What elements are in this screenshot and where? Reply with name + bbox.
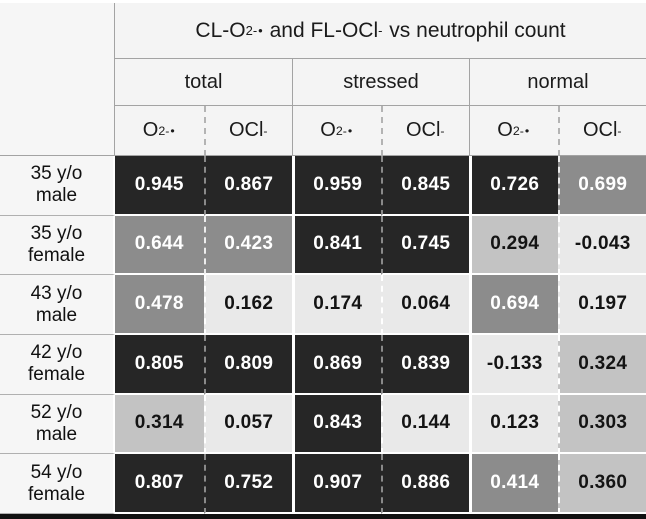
value-cell: 0.360 bbox=[557, 454, 646, 514]
row-label: 52 y/o male bbox=[0, 394, 115, 455]
row-label-line: male bbox=[35, 304, 78, 326]
value-cell: 0.807 bbox=[115, 454, 204, 514]
metric-base: O bbox=[142, 119, 159, 141]
value-cell: 0.294 bbox=[469, 215, 558, 276]
col-header-o2-total: O 2 -• bbox=[115, 106, 204, 156]
title-superscript: -• bbox=[252, 23, 264, 38]
title-segment: CL-O bbox=[195, 18, 246, 42]
row-label: 35 y/o male bbox=[0, 156, 115, 216]
corner-cell bbox=[0, 3, 115, 156]
value-cell: 0.845 bbox=[380, 156, 469, 216]
row-label-line: 52 y/o bbox=[30, 401, 83, 423]
metric-superscript: - bbox=[617, 123, 623, 138]
value-cell: 0.886 bbox=[380, 454, 469, 514]
col-header-o2-stressed: O 2 -• bbox=[292, 106, 381, 156]
value-cell: 0.809 bbox=[203, 335, 292, 395]
metric-base: OCl bbox=[228, 119, 264, 141]
title-segment: and FL-OCl bbox=[263, 18, 379, 42]
value-cell: 0.314 bbox=[115, 394, 204, 455]
row-label-line: 42 y/o bbox=[30, 342, 83, 364]
value-cell: 0.745 bbox=[380, 215, 469, 276]
value-cell: 0.324 bbox=[557, 335, 646, 395]
row-label-line: female bbox=[27, 483, 86, 505]
col-header-ocl-normal: OCl - bbox=[557, 106, 646, 156]
metric-base: O bbox=[497, 119, 513, 141]
metric-base: OCl bbox=[405, 119, 441, 141]
row-label-line: 35 y/o bbox=[30, 222, 83, 244]
table-grid: CL-O 2 -• and FL-OCl - vs neutrophil count … bbox=[0, 3, 646, 514]
value-cell: 0.423 bbox=[203, 215, 292, 276]
value-cell: 0.907 bbox=[292, 454, 381, 514]
col-header-o2-normal: O 2 -• bbox=[469, 106, 558, 156]
title-superscript: - bbox=[378, 23, 384, 38]
row-label-line: 43 y/o bbox=[30, 282, 83, 304]
metric-superscript: -• bbox=[342, 123, 354, 138]
col-header-ocl-stressed: OCl - bbox=[380, 106, 469, 156]
metric-superscript: - bbox=[440, 123, 446, 138]
group-header-stressed: stressed bbox=[292, 59, 469, 106]
metric-base: O bbox=[320, 119, 336, 141]
value-cell: 0.303 bbox=[557, 394, 646, 455]
metric-superscript: -• bbox=[165, 123, 176, 138]
value-cell: 0.959 bbox=[292, 156, 381, 216]
col-header-ocl-total: OCl - bbox=[203, 106, 292, 156]
title-subscript: 2 bbox=[245, 23, 253, 38]
metric-base: OCl bbox=[582, 119, 618, 141]
value-cell: 0.057 bbox=[203, 394, 292, 455]
value-cell: 0.869 bbox=[292, 335, 381, 395]
value-cell: 0.144 bbox=[380, 394, 469, 455]
figure-title: CL-O 2 -• and FL-OCl - vs neutrophil count bbox=[115, 3, 646, 59]
row-label-line: female bbox=[27, 244, 86, 266]
value-cell: -0.133 bbox=[469, 335, 558, 395]
value-cell: 0.123 bbox=[469, 394, 558, 455]
value-cell: 0.644 bbox=[115, 215, 204, 276]
value-cell: 0.752 bbox=[203, 454, 292, 514]
metric-superscript: -• bbox=[519, 123, 531, 138]
value-cell: 0.841 bbox=[292, 215, 381, 276]
value-cell: 0.162 bbox=[203, 275, 292, 335]
value-cell: 0.867 bbox=[203, 156, 292, 216]
value-cell: -0.043 bbox=[557, 215, 646, 276]
row-label-line: 54 y/o bbox=[30, 461, 83, 483]
value-cell: 0.839 bbox=[380, 335, 469, 395]
value-cell: 0.945 bbox=[115, 156, 204, 216]
value-cell: 0.694 bbox=[469, 275, 558, 335]
table-bottom-border bbox=[0, 514, 646, 519]
row-label-line: male bbox=[35, 423, 78, 445]
group-header-total: total bbox=[115, 59, 292, 106]
row-label-line: male bbox=[35, 185, 78, 207]
row-label: 54 y/o female bbox=[0, 454, 115, 514]
row-label: 35 y/o female bbox=[0, 215, 115, 276]
value-cell: 0.699 bbox=[557, 156, 646, 216]
title-segment: vs neutrophil count bbox=[383, 18, 566, 42]
metric-superscript: - bbox=[263, 123, 269, 138]
metric-subscript: 2 bbox=[335, 123, 343, 138]
value-cell: 0.064 bbox=[380, 275, 469, 335]
value-cell: 0.478 bbox=[115, 275, 204, 335]
group-header-normal: normal bbox=[469, 59, 646, 106]
metric-subscript: 2 bbox=[512, 123, 520, 138]
row-label: 42 y/o female bbox=[0, 335, 115, 395]
row-label: 43 y/o male bbox=[0, 275, 115, 335]
value-cell: 0.174 bbox=[292, 275, 381, 335]
row-label-line: female bbox=[27, 364, 86, 386]
metric-subscript: 2 bbox=[158, 123, 166, 138]
value-cell: 0.805 bbox=[115, 335, 204, 395]
row-label-line: 35 y/o bbox=[30, 163, 83, 185]
value-cell: 0.414 bbox=[469, 454, 558, 514]
value-cell: 0.197 bbox=[557, 275, 646, 335]
value-cell: 0.843 bbox=[292, 394, 381, 455]
value-cell: 0.726 bbox=[469, 156, 558, 216]
